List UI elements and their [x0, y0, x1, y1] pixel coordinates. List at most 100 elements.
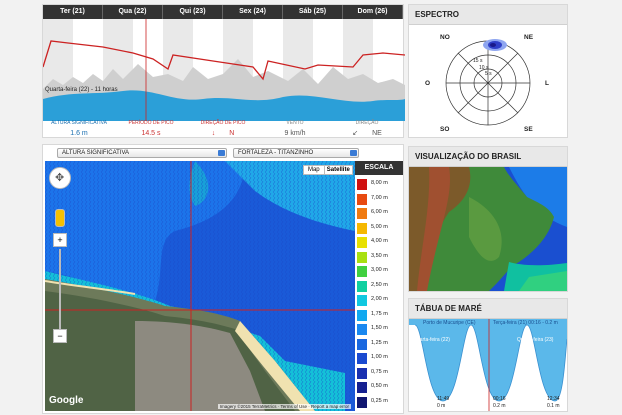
- scale-row: 0,75 m: [357, 367, 401, 379]
- day-tab[interactable]: Dom (26): [343, 5, 403, 19]
- dir-label: NE: [524, 34, 534, 41]
- scale-row: 0,50 m: [357, 382, 401, 393]
- map-type-control: Map Satellite: [303, 165, 353, 175]
- forecast-panel: Ter (21) Qua (22) Qui (23) Sex (24) Sáb …: [42, 4, 405, 138]
- pegman-icon[interactable]: [55, 209, 65, 227]
- stat-value: 9 km/h: [284, 130, 306, 137]
- scale-swatch: [357, 295, 367, 306]
- brazil-map[interactable]: [409, 167, 567, 291]
- dir-label: NO: [440, 34, 450, 41]
- scale-row: 6,00 m: [357, 208, 401, 219]
- zoom-slider-track[interactable]: [59, 249, 61, 329]
- spectrum-polar-chart: NO NE O L SO SE 15 s 10 s 5 s: [425, 34, 549, 133]
- brazil-title: VISUALIZAÇÃO DO BRASIL: [409, 147, 567, 167]
- scale-row: 1,75 m: [357, 309, 401, 321]
- google-logo: Google: [49, 395, 84, 406]
- stat-value: 14.5 s: [141, 130, 161, 137]
- tide-day-label: Quinta-feira (23): [517, 337, 554, 343]
- scale-swatch: [357, 251, 367, 263]
- scale-row: 3,00 m: [357, 266, 401, 277]
- tide-low-height: 0.1 m: [547, 403, 560, 409]
- day-bar: Ter (21) Qua (22) Qui (23) Sex (24) Sáb …: [43, 5, 403, 19]
- map-type-satellite[interactable]: Satellite: [323, 166, 352, 174]
- scale-label: 5,00 m: [371, 223, 388, 230]
- scale-label: 4,00 m: [371, 238, 388, 244]
- chevron-down-icon: [350, 150, 357, 156]
- wave-map[interactable]: ✥ + − Map Satellite Google Imagery ©2015…: [45, 161, 355, 411]
- scale-swatch: [357, 324, 367, 335]
- dir-label: SE: [524, 126, 533, 133]
- scale-label: 1,75 m: [371, 310, 388, 317]
- day-tab[interactable]: Sáb (25): [283, 5, 343, 19]
- spectrum-title: ESPECTRO: [409, 5, 567, 25]
- scale-label: 3,50 m: [371, 252, 388, 259]
- scale-row: 8,00 m: [357, 179, 401, 190]
- tide-info: Terça-feira (21) 00:16 - 0.2 m: [493, 320, 558, 326]
- ring-label: 15 s: [473, 58, 483, 64]
- wave-forecast-chart[interactable]: Quarta-feira (22) - 11 horas: [43, 19, 405, 121]
- ring-label: 10 s: [479, 65, 489, 71]
- scale-legend: ESCALA 8,00 m 7,00 m 6,00 m 5,00 m 4,00 m 3,5…: [355, 161, 403, 411]
- scale-swatch: [357, 237, 367, 248]
- scale-label: 8,00 m: [371, 180, 388, 186]
- dir-label: O: [425, 80, 430, 87]
- scale-label: 1,00 m: [371, 354, 388, 360]
- scale-row: 1,25 m: [357, 338, 401, 350]
- scale-row: 1,00 m: [357, 353, 401, 364]
- stat-label: VENTO: [286, 120, 304, 126]
- day-tab[interactable]: Ter (21): [43, 5, 103, 19]
- scale-swatch: [357, 353, 367, 364]
- dir-label: SO: [440, 126, 449, 133]
- scale-label: 0,75 m: [371, 368, 388, 375]
- scale-row: 5,00 m: [357, 222, 401, 234]
- scale-swatch: [357, 208, 367, 219]
- day-tab[interactable]: Sex (24): [223, 5, 283, 19]
- scale-label: 1,50 m: [371, 325, 388, 331]
- scale-row: 2,50 m: [357, 280, 401, 292]
- scale-swatch: [357, 396, 367, 408]
- map-attribution: Imagery ©2015 TerraMetrics · Terms of Us…: [217, 404, 351, 409]
- scale-row: 2,00 m: [357, 295, 401, 306]
- scale-label: 2,00 m: [371, 296, 388, 302]
- scale-row: 3,50 m: [357, 251, 401, 263]
- variable-select[interactable]: ALTURA SIGNIFICATIVA: [57, 148, 227, 158]
- scale-label: 3,00 m: [371, 267, 388, 273]
- zoom-in-button[interactable]: +: [53, 233, 67, 247]
- scale-label: 2,50 m: [371, 281, 388, 288]
- spectrum-panel: ESPECTRO NO NE O L SO SE 15 s 10 s 5 s: [408, 4, 568, 138]
- scale-row: 4,00 m: [357, 237, 401, 248]
- scale-swatch: [357, 338, 367, 350]
- scale-row: 7,00 m: [357, 193, 401, 205]
- tide-chart[interactable]: Porto de Mucuripe (CE) Terça-feira (21) …: [409, 319, 567, 411]
- arrow-down-icon: ↓: [211, 130, 216, 137]
- scale-label: 0,50 m: [371, 383, 388, 389]
- chevron-down-icon: [218, 150, 225, 156]
- pan-control[interactable]: ✥: [49, 167, 71, 189]
- day-tab[interactable]: Qui (23): [163, 5, 223, 19]
- scale-title: ESCALA: [355, 161, 403, 175]
- tide-low-height: 0 m: [437, 403, 445, 409]
- tide-low-height: 0.2 m: [493, 403, 506, 409]
- scale-swatch: [357, 222, 367, 234]
- dir-label: L: [545, 80, 549, 87]
- stat-label: DIREÇÃO: [355, 120, 379, 126]
- stat-value-dir: ↙ NE: [352, 130, 382, 137]
- stat-values: 1.6 m 14.5 s ↓ N 9 km/h ↙ NE: [43, 129, 403, 138]
- scale-row: 0,25 m: [357, 396, 401, 408]
- tide-panel: TÁBUA DE MARÉ Porto de Mucuripe (CE) Ter…: [408, 298, 568, 412]
- ring-label: 5 s: [485, 71, 492, 77]
- zoom-out-button[interactable]: −: [53, 329, 67, 343]
- tide-low-time: 00:16: [493, 396, 506, 402]
- scale-label: 0,25 m: [371, 397, 388, 404]
- map-type-map[interactable]: Map: [307, 167, 320, 173]
- scale-label: 1,25 m: [371, 339, 388, 346]
- tide-low-time: 12:34: [547, 396, 560, 402]
- scale-label: 7,00 m: [371, 194, 388, 201]
- scale-swatch: [357, 367, 367, 379]
- tide-title: TÁBUA DE MARÉ: [409, 299, 567, 319]
- tide-day-label: Quarta-feira (22): [413, 337, 450, 343]
- stat-label: PERÍODO DE PICO: [128, 120, 174, 126]
- location-select[interactable]: FORTALEZA - TITANZINHO: [233, 148, 359, 158]
- scale-row: 1,50 m: [357, 324, 401, 335]
- day-tab[interactable]: Qua (22): [103, 5, 163, 19]
